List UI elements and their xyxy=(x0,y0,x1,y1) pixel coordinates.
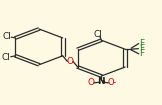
Text: -: - xyxy=(113,78,116,87)
Text: F: F xyxy=(139,44,144,53)
Text: Cl: Cl xyxy=(2,32,11,41)
Text: F: F xyxy=(139,49,144,58)
Text: Cl: Cl xyxy=(94,30,103,39)
Text: Cl: Cl xyxy=(2,53,11,62)
Text: N: N xyxy=(98,77,105,86)
Text: O: O xyxy=(67,57,74,66)
Text: O: O xyxy=(107,78,114,87)
Text: F: F xyxy=(139,39,144,48)
Text: O: O xyxy=(88,78,95,87)
